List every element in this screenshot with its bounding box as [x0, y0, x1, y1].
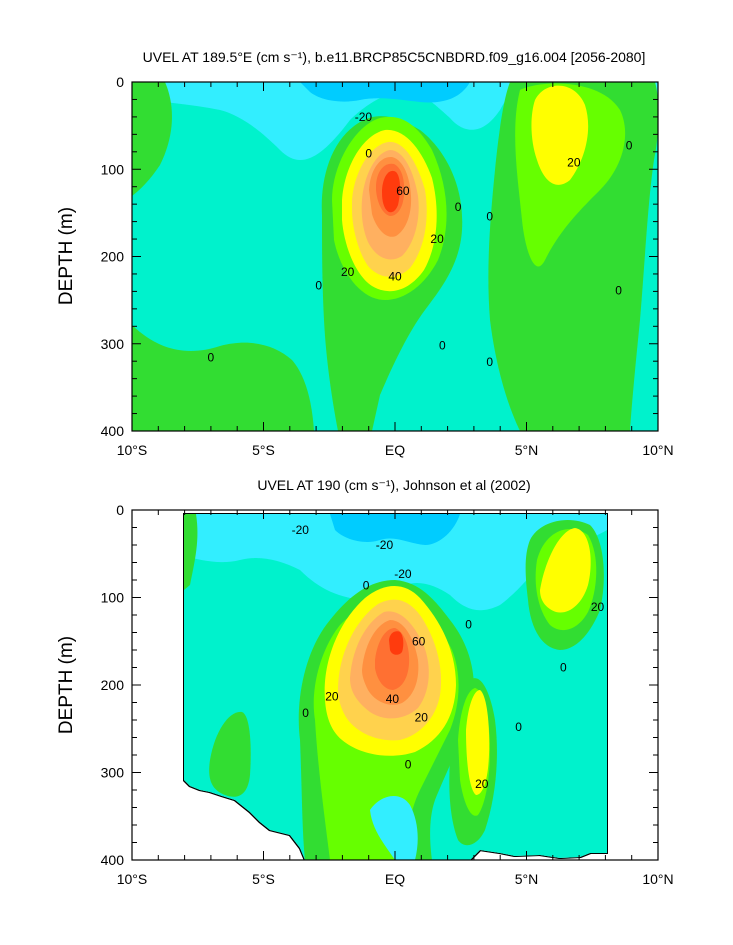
p1-euc-70 [382, 170, 401, 213]
contour-label: 0 [465, 618, 472, 632]
p2-west-positive [184, 514, 198, 590]
panel-model: UVEL AT 189.5°E (cm s⁻¹), b.e11.BRCP85C5… [56, 49, 674, 458]
p2-strong-westward-core [330, 514, 460, 545]
p1-westward-current [132, 82, 658, 160]
y-tick-label: 200 [101, 249, 125, 265]
y-tick-label: 300 [101, 336, 125, 352]
y-tick-label: 0 [116, 74, 124, 90]
contour-label: 0 [486, 355, 493, 369]
contour-label: 0 [405, 758, 412, 772]
contour-label: 60 [412, 634, 426, 648]
panel2-field: -20 -20 -20 0 60 20 40 20 0 0 0 0 20 0 20 [184, 514, 607, 860]
x-tick-label: 10°N [642, 442, 673, 458]
contour-label: 0 [302, 706, 309, 720]
panel1-ylabel: DEPTH (m) [56, 207, 77, 305]
contour-label: 20 [341, 265, 355, 279]
contour-label: 0 [363, 578, 370, 592]
contour-label: 0 [560, 661, 567, 675]
contour-label: 0 [365, 147, 372, 161]
contour-label: 0 [208, 351, 215, 365]
panel-observed: UVEL AT 190 (cm s⁻¹), Johnson et al (200… [56, 477, 674, 887]
contour-label: 60 [396, 184, 410, 198]
p2-deep-negative [370, 795, 418, 860]
p1-necc-20 [531, 85, 589, 185]
p1-strong-westward-core [300, 82, 470, 103]
contour-label: 20 [325, 689, 339, 703]
x-tick-label: 5°S [252, 442, 275, 458]
contour-label: 0 [486, 209, 493, 223]
p2-euc-70 [389, 631, 404, 655]
panel2-ylabel: DEPTH (m) [56, 636, 77, 734]
panel1-field: -20 0 60 20 20 40 0 0 0 0 0 0 20 0 0 [132, 82, 658, 431]
contour-label: -20 [376, 538, 394, 552]
contour-label: 20 [415, 710, 429, 724]
panel2-title: UVEL AT 190 (cm s⁻¹), Johnson et al (200… [257, 477, 530, 493]
p2-westward-current [184, 514, 607, 611]
contour-label: 20 [430, 232, 444, 246]
contour-label: 0 [315, 278, 322, 292]
contour-label: 0 [439, 338, 446, 352]
contour-label: 20 [591, 600, 605, 614]
p1-deep-sw-positive [132, 325, 314, 431]
x-tick-label: 5°N [515, 442, 539, 458]
contour-label: 0 [615, 284, 622, 298]
y-tick-label: 200 [101, 677, 125, 693]
p2-necc-20 [540, 528, 591, 613]
panel1-title: UVEL AT 189.5°E (cm s⁻¹), b.e11.BRCP85C5… [143, 49, 646, 65]
contour-label: 0 [455, 200, 462, 214]
y-tick-label: 100 [101, 590, 125, 606]
x-tick-label: 10°S [117, 442, 148, 458]
contour-label: -20 [292, 523, 310, 537]
x-tick-label: 5°S [252, 871, 275, 887]
y-tick-label: 100 [101, 161, 125, 177]
contour-label: -20 [394, 567, 412, 581]
contour-label: 20 [567, 155, 581, 169]
y-tick-label: 400 [101, 852, 125, 868]
x-tick-label: 5°N [515, 871, 539, 887]
p2-sw-positive [209, 711, 251, 797]
p2-ssc-20 [466, 690, 490, 795]
x-tick-label: 10°S [117, 871, 148, 887]
contour-label: 40 [386, 692, 400, 706]
x-tick-label: EQ [385, 442, 405, 458]
contour-label: 20 [475, 777, 489, 791]
contour-label: 0 [626, 139, 633, 153]
contour-label: 0 [515, 720, 522, 734]
y-tick-label: 400 [101, 423, 125, 439]
p1-west-positive [132, 82, 172, 196]
x-tick-label: EQ [385, 871, 405, 887]
y-tick-label: 0 [116, 502, 124, 518]
y-tick-label: 300 [101, 765, 125, 781]
contour-label: 40 [388, 270, 402, 284]
x-tick-label: 10°N [642, 871, 673, 887]
contour-label: -20 [355, 110, 373, 124]
